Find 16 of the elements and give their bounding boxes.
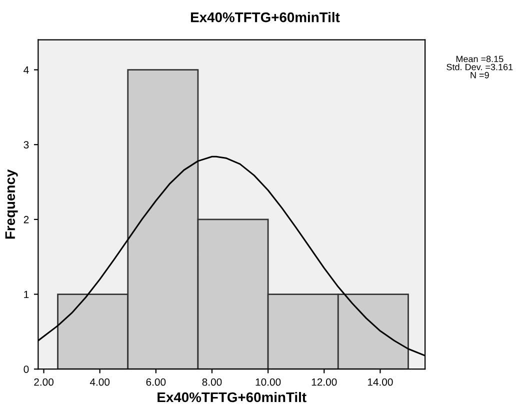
x-tick-label: 2.00 [34, 378, 54, 386]
x-tick-label: 4.00 [90, 378, 110, 386]
x-axis-title: Ex40%TFTG+60minTilt [158, 392, 306, 402]
y-tick-label: 1 [24, 290, 29, 298]
x-tick-label: 10.00 [256, 378, 281, 386]
y-tick-label: 0 [24, 366, 29, 373]
y-tick-label: 4 [24, 66, 29, 74]
x-tick-label: 12.00 [312, 378, 337, 386]
x-tick-label: 6.00 [146, 378, 166, 386]
y-axis-title: Frequency [5, 169, 18, 239]
y-tick-label: 2 [24, 216, 29, 224]
x-tick-label: 14.00 [368, 378, 393, 386]
text: Mean =8.15 Std. Dev. =3.161 N =9 [446, 56, 513, 78]
chart-title: Ex40%TFTG+60minTilt [190, 12, 340, 22]
x-tick-label: 8.00 [202, 378, 222, 386]
y-tick-label: 3 [24, 141, 29, 148]
